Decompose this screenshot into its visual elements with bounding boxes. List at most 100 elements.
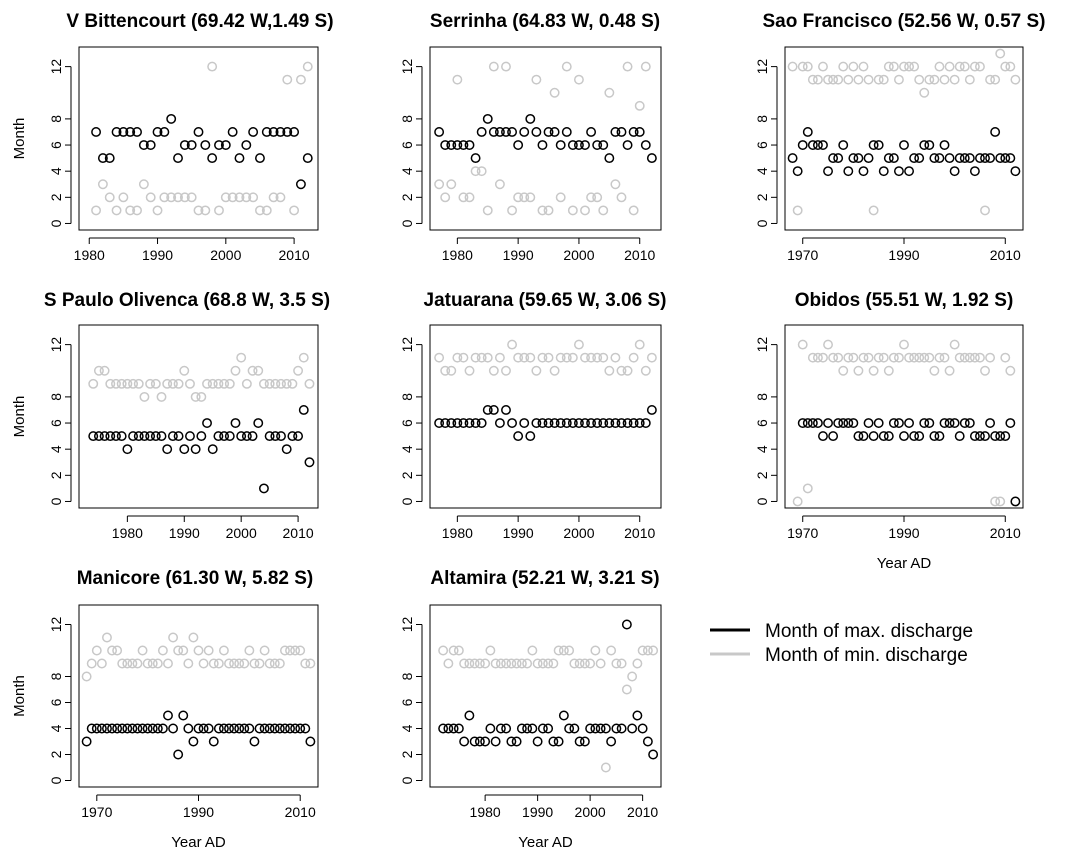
- point-max-discharge: [944, 153, 955, 164]
- point-max-discharge: [93, 431, 104, 442]
- point-max-discharge: [573, 418, 584, 428]
- point-max-discharge: [969, 431, 980, 442]
- point-max-discharge: [959, 153, 970, 164]
- x-axis-label: Year AD: [171, 834, 226, 849]
- point-min-discharge: [305, 658, 316, 669]
- point-min-discharge: [904, 352, 915, 363]
- point-min-discharge: [944, 61, 955, 72]
- point-min-discharge: [543, 352, 554, 363]
- point-max-discharge: [634, 127, 645, 137]
- y-tick-label: 8: [754, 393, 770, 401]
- y-tick-label: 8: [399, 393, 415, 401]
- point-min-discharge: [241, 192, 252, 203]
- point-max-discharge: [616, 723, 627, 734]
- point-max-discharge: [616, 127, 627, 137]
- point-min-discharge: [261, 205, 272, 216]
- plot-frame: [78, 324, 319, 509]
- point-min-discharge: [648, 645, 659, 656]
- plot-frame: [78, 46, 319, 231]
- point-min-discharge: [438, 645, 449, 656]
- y-tick-label: 6: [48, 698, 64, 706]
- point-min-discharge: [208, 658, 219, 669]
- point-max-discharge: [501, 405, 511, 415]
- point-max-discharge: [863, 153, 874, 164]
- point-min-discharge: [543, 205, 554, 216]
- point-min-discharge: [969, 352, 980, 363]
- point-max-discharge: [102, 723, 112, 734]
- point-min-discharge: [282, 74, 293, 85]
- point-min-discharge: [929, 365, 940, 376]
- point-min-discharge: [843, 74, 854, 85]
- point-min-discharge: [818, 61, 828, 72]
- point-min-discharge: [488, 365, 499, 376]
- point-max-discharge: [519, 418, 530, 428]
- point-max-discharge: [616, 418, 627, 428]
- point-max-discharge: [924, 418, 935, 428]
- point-min-discharge: [939, 74, 950, 85]
- point-min-discharge: [220, 192, 231, 203]
- point-max-discharge: [443, 723, 454, 734]
- point-max-discharge: [218, 723, 229, 734]
- y-axis-label: Month: [11, 118, 28, 160]
- point-max-discharge: [899, 140, 909, 150]
- y-tick-label: 4: [399, 167, 415, 175]
- point-max-discharge: [888, 418, 899, 428]
- point-min-discharge: [485, 645, 496, 656]
- point-min-discharge: [838, 365, 849, 376]
- point-min-discharge: [117, 658, 128, 669]
- point-max-discharge: [564, 723, 575, 734]
- point-min-discharge: [919, 352, 930, 363]
- y-tick-label: 2: [48, 193, 64, 201]
- point-min-discharge: [975, 352, 985, 363]
- y-tick-label: 4: [399, 724, 415, 732]
- point-max-discharge: [105, 431, 116, 442]
- panel-title: Serrinha (64.83 W, 0.48 S): [430, 11, 660, 32]
- y-tick-label: 2: [48, 750, 64, 758]
- point-max-discharge: [812, 418, 823, 428]
- point-max-discharge: [97, 153, 108, 164]
- y-tick-label: 8: [754, 115, 770, 123]
- point-max-discharge: [236, 431, 247, 442]
- point-min-discharge: [595, 658, 606, 669]
- y-tick-label: 0: [754, 219, 770, 227]
- point-max-discharge: [219, 431, 230, 442]
- point-min-discharge: [567, 205, 578, 216]
- point-min-discharge: [279, 645, 290, 656]
- point-max-discharge: [446, 418, 457, 428]
- point-min-discharge: [241, 378, 252, 389]
- point-max-discharge: [543, 723, 554, 734]
- point-max-discharge: [185, 431, 195, 442]
- point-min-discharge: [234, 658, 245, 669]
- point-max-discharge: [853, 431, 864, 442]
- x-tick-label: 1980: [470, 804, 501, 820]
- point-max-discharge: [914, 153, 925, 164]
- point-max-discharge: [234, 723, 245, 734]
- point-min-discharge: [107, 645, 118, 656]
- point-min-discharge: [501, 365, 511, 376]
- point-max-discharge: [893, 418, 904, 428]
- point-max-discharge: [99, 431, 110, 442]
- point-max-discharge: [482, 113, 493, 124]
- point-min-discharge: [1005, 365, 1016, 376]
- point-max-discharge: [848, 418, 859, 428]
- point-min-discharge: [883, 365, 894, 376]
- point-max-discharge: [274, 723, 285, 734]
- x-tick-label: 1990: [503, 247, 534, 263]
- point-min-discharge: [163, 658, 173, 669]
- point-min-discharge: [807, 74, 818, 85]
- x-tick-label: 2000: [563, 247, 594, 263]
- point-min-discharge: [281, 378, 292, 389]
- point-max-discharge: [807, 418, 818, 428]
- point-max-discharge: [648, 749, 659, 760]
- point-max-discharge: [843, 166, 854, 177]
- point-max-discharge: [513, 431, 524, 442]
- point-max-discharge: [909, 431, 920, 442]
- point-max-discharge: [622, 140, 633, 150]
- y-tick-label: 0: [754, 497, 770, 505]
- point-min-discharge: [88, 378, 99, 389]
- point-max-discharge: [179, 444, 190, 455]
- point-max-discharge: [980, 153, 990, 164]
- point-max-discharge: [516, 723, 527, 734]
- point-min-discharge: [494, 352, 505, 363]
- point-min-discharge: [632, 658, 643, 669]
